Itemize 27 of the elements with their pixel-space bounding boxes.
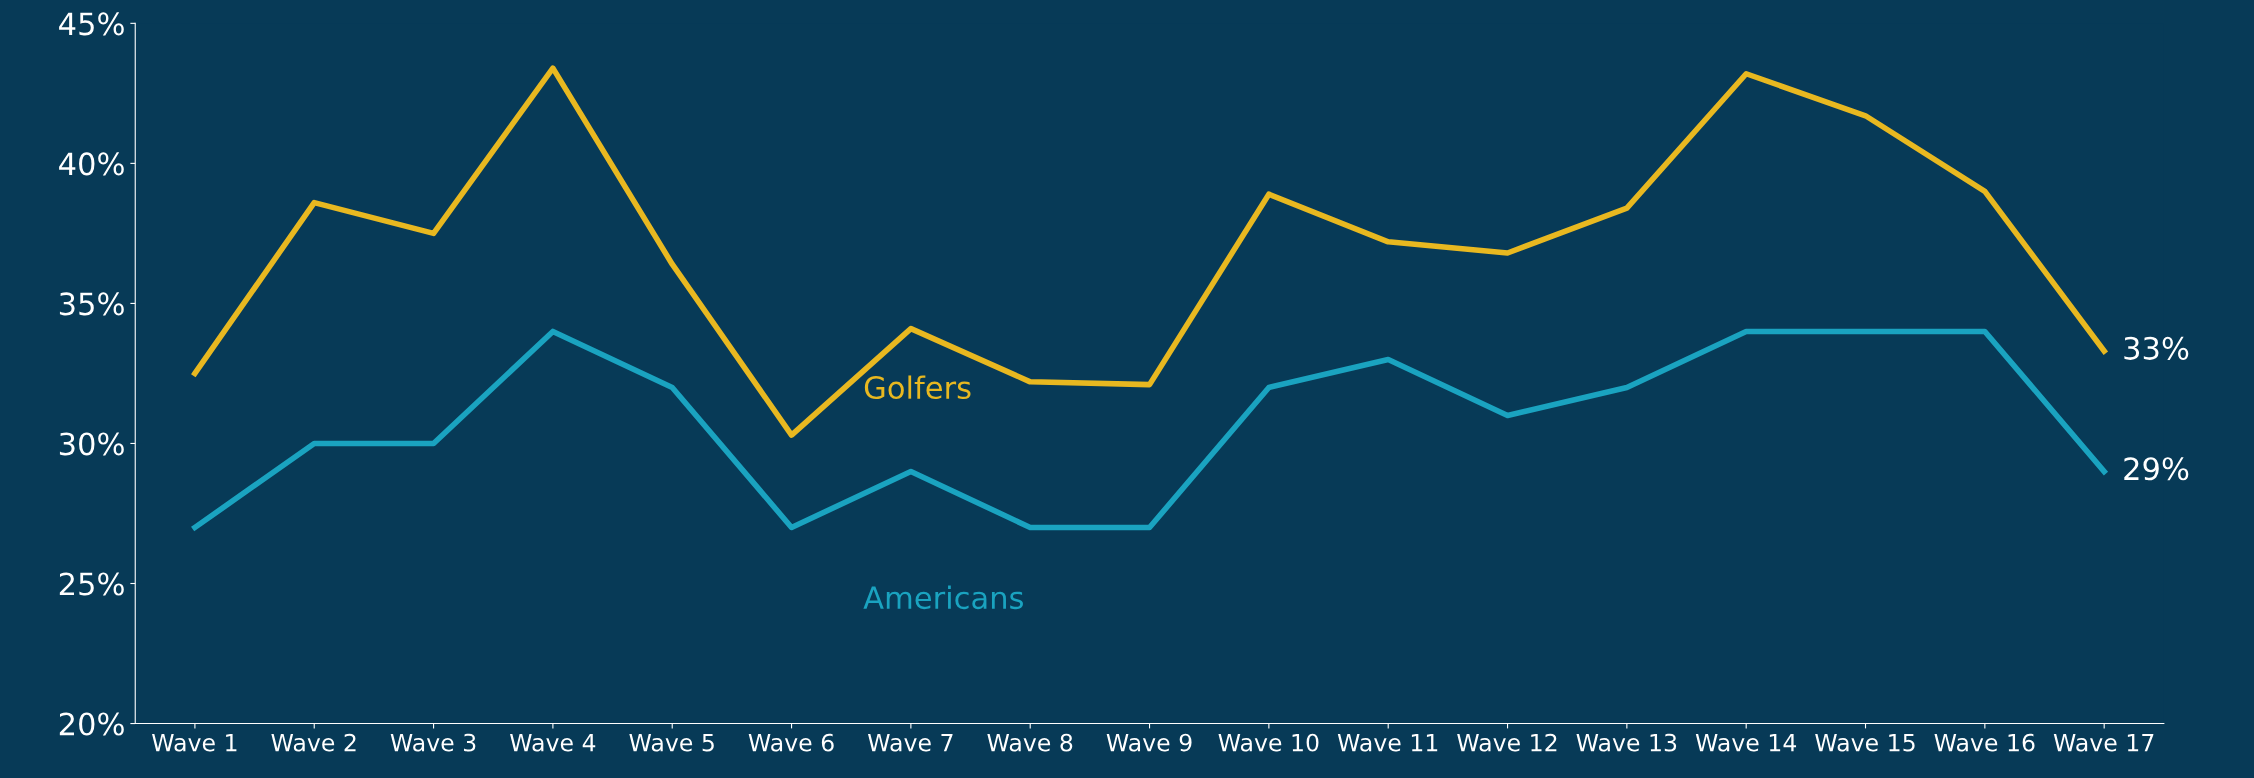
x-tick-label: Wave 2 <box>271 733 356 752</box>
series-label: Golfers <box>864 375 971 400</box>
x-tick-label: Wave 12 <box>1457 733 1557 752</box>
x-tick-label: Wave 15 <box>1815 733 1915 752</box>
x-tick-label: Wave 10 <box>1218 733 1319 752</box>
x-tick-label: Wave 9 <box>1106 733 1192 752</box>
data-label: 29% <box>2124 457 2189 481</box>
y-tick-label: 45% <box>59 12 124 36</box>
x-tick-label: Wave 16 <box>1934 733 2035 752</box>
y-tick-label: 25% <box>59 572 124 596</box>
x-tick-label: Wave 1 <box>152 733 237 752</box>
x-tick-label: Wave 11 <box>1337 733 1438 752</box>
x-tick-label: Wave 17 <box>2053 733 2154 752</box>
series-label: Americans <box>863 585 1023 610</box>
y-tick-label: 40% <box>59 152 124 176</box>
x-tick-label: Wave 13 <box>1576 733 1677 752</box>
x-tick-label: Wave 8 <box>987 733 1073 752</box>
x-tick-label: Wave 5 <box>629 733 714 752</box>
y-tick-label: 20% <box>59 712 124 736</box>
x-tick-label: Wave 7 <box>868 733 953 752</box>
x-tick-label: Wave 14 <box>1695 733 1797 752</box>
y-tick-label: 30% <box>59 432 124 456</box>
data-label: 33% <box>2124 336 2189 360</box>
y-tick-label: 35% <box>59 292 124 316</box>
x-tick-label: Wave 3 <box>390 733 476 752</box>
x-tick-label: Wave 4 <box>510 733 596 752</box>
x-tick-label: Wave 6 <box>748 733 834 752</box>
